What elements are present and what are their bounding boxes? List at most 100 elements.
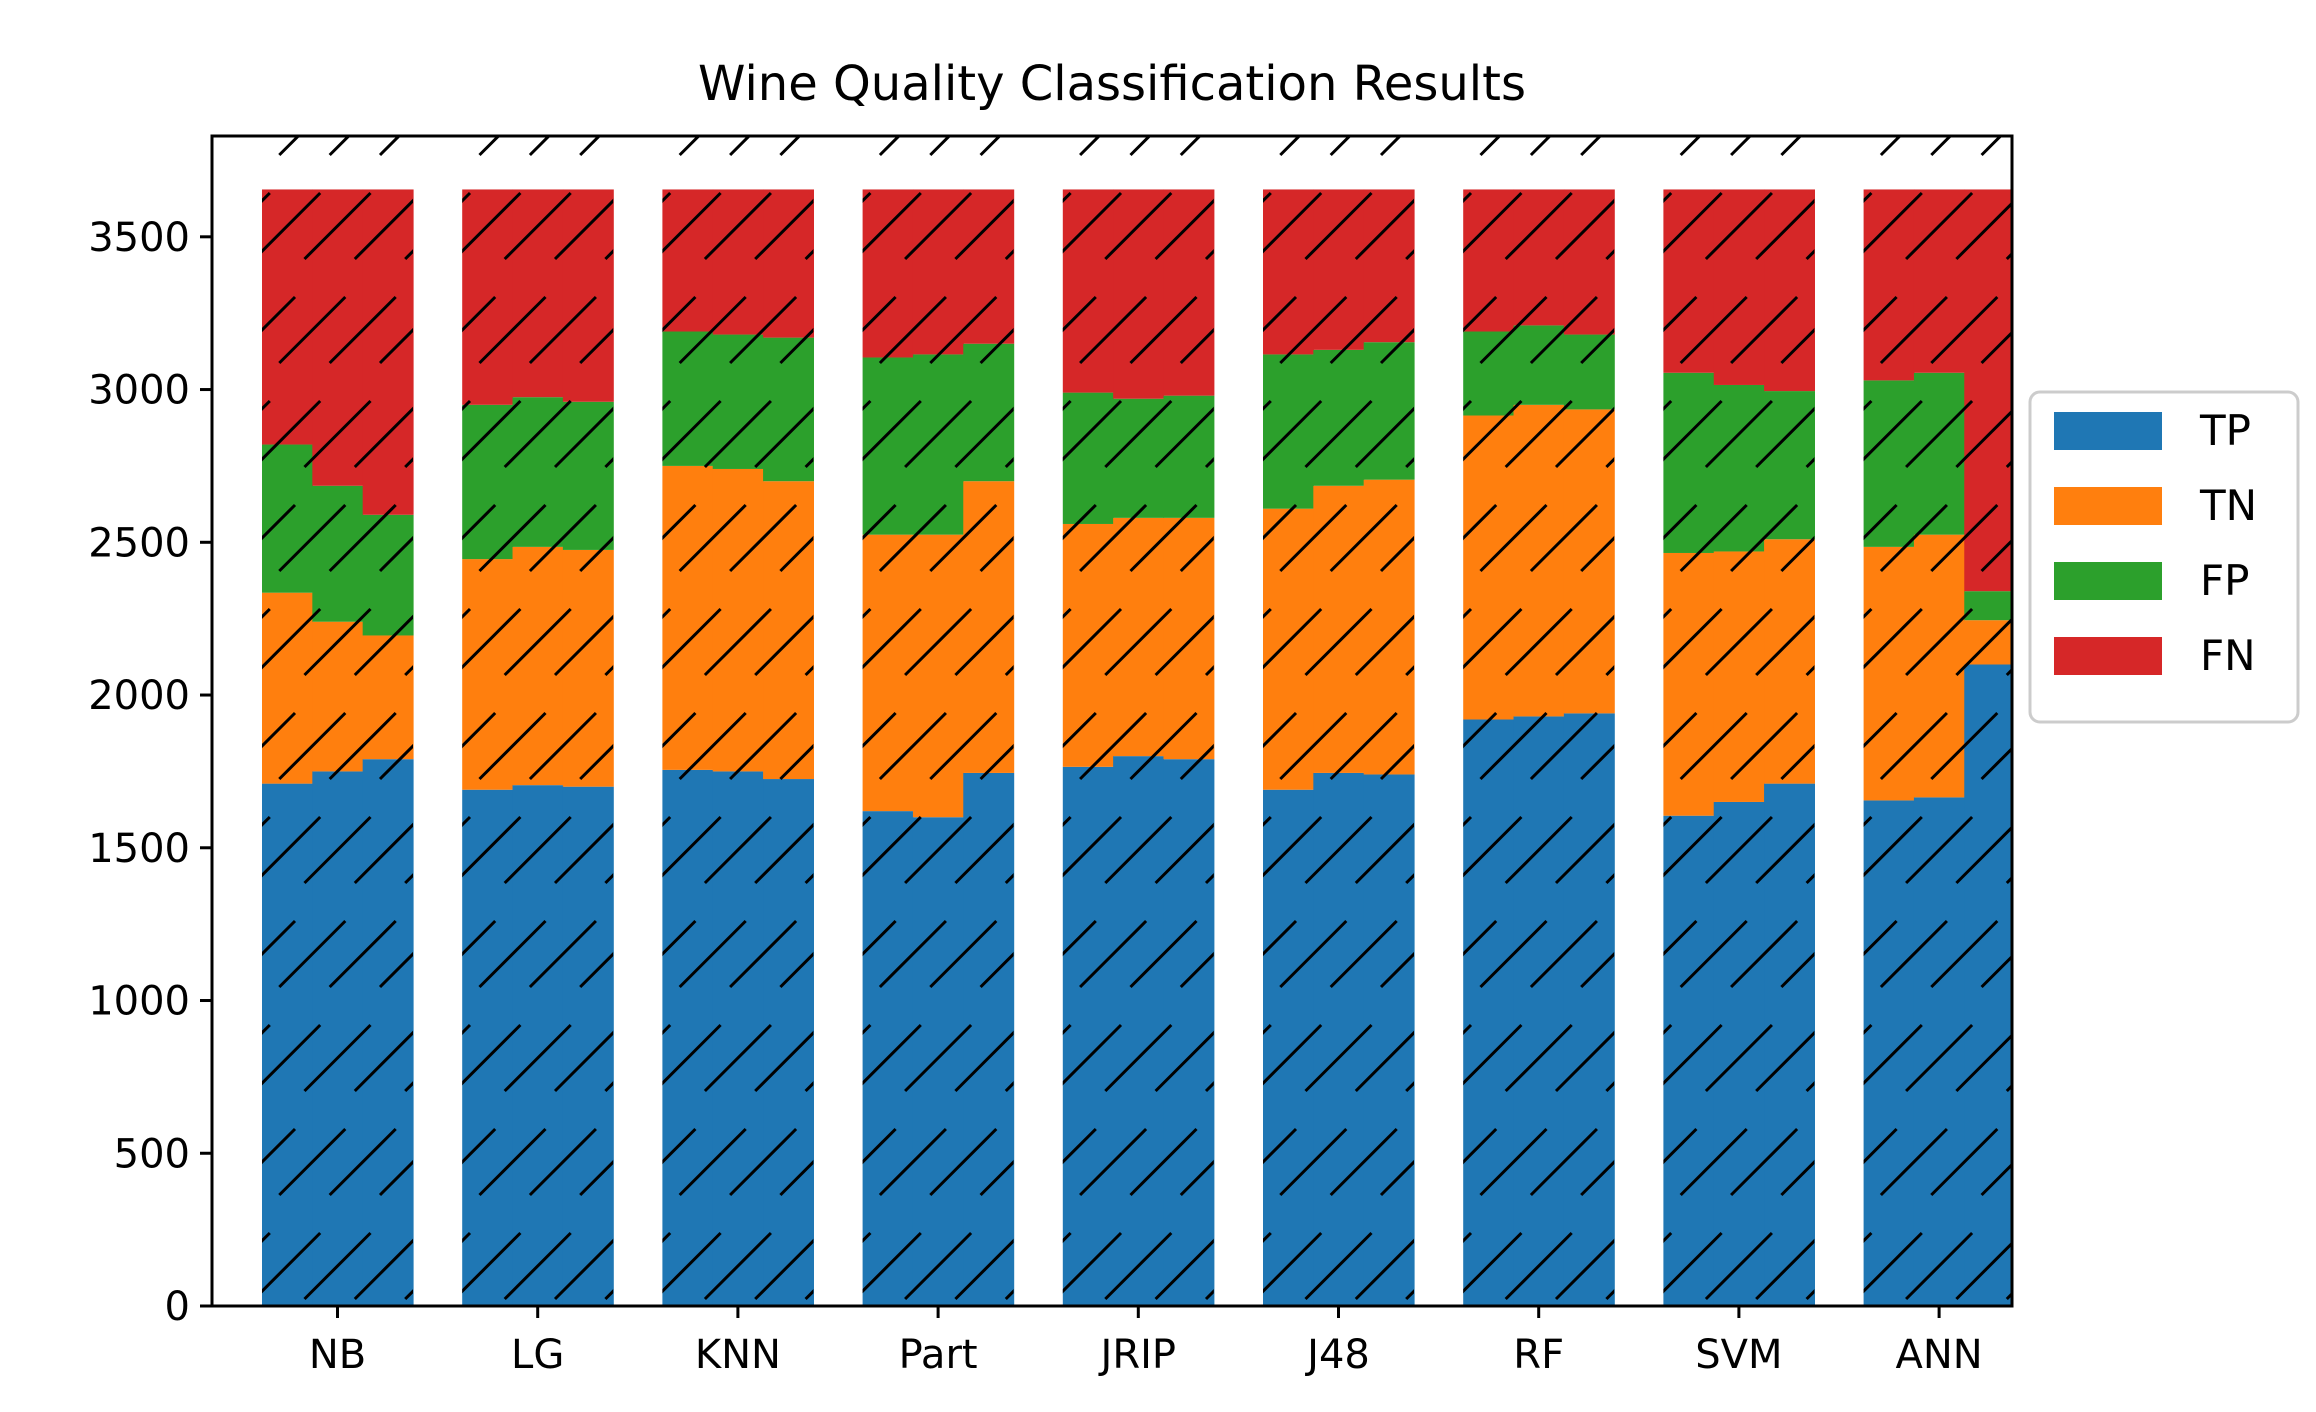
hatch-line (1863, 295, 1898, 333)
hatch-line (1730, 1127, 1799, 1197)
hatch-line (729, 711, 798, 781)
hatch-line (1479, 136, 1502, 157)
hatch-line (703, 815, 772, 885)
hatch-line (1755, 1030, 1815, 1093)
hatch-line (1179, 1159, 1214, 1197)
hatch-line (1079, 711, 1148, 781)
hatch-line (404, 457, 413, 469)
bar-ann-1-fp (1863, 380, 1915, 547)
hatch-line (605, 0, 671, 51)
hatch-line (662, 295, 697, 333)
hatch-line (1479, 503, 1548, 573)
hatch-line (878, 503, 947, 573)
hatch-line (729, 919, 798, 989)
hatch-line (1179, 327, 1214, 365)
hatch-line (1263, 1023, 1323, 1086)
bar-part-1-fn (862, 189, 914, 358)
bar-svm-1-tn (1663, 552, 1715, 816)
hatch-line (1805, 249, 1815, 261)
hatch-line (1704, 815, 1773, 885)
hatch-line (1780, 535, 1815, 573)
hatch-line (1004, 1289, 1014, 1301)
hatch-line (503, 1023, 572, 1093)
hatch-line (1805, 665, 1815, 677)
hatch-line (1062, 399, 1072, 411)
hatch-line (862, 815, 872, 827)
hatch-line (1204, 457, 1214, 469)
hatch-line (1704, 1231, 1773, 1301)
hatch-line (1663, 1127, 1698, 1165)
hatch-line (1663, 295, 1698, 333)
x-tick-label: RF (1513, 1332, 1564, 1378)
hatch-line (1863, 191, 1923, 254)
hatch-line (1504, 191, 1573, 261)
hatch-line (378, 951, 413, 989)
hatch-line (929, 1127, 998, 1197)
hatch-line (1679, 711, 1748, 781)
hatch-line (1004, 873, 1014, 885)
x-tick-label: J48 (1304, 1332, 1370, 1378)
hatch-part (862, 136, 1014, 1301)
hatch-line (1679, 136, 1702, 157)
hatch-line (1479, 711, 1548, 781)
y-tick-label: 2500 (88, 520, 190, 566)
hatch-line (862, 1023, 872, 1035)
hatch-line (1704, 191, 1773, 261)
hatch-line (862, 399, 872, 411)
hatch-line (1405, 1289, 1414, 1301)
hatch-line (954, 1238, 1014, 1301)
hatch-line (462, 399, 472, 411)
hatch-line (1529, 919, 1598, 989)
hatch-line (1263, 607, 1323, 670)
bar-knn-3-tn (763, 481, 814, 780)
hatch-line (1354, 614, 1414, 677)
hatch-line (1354, 406, 1414, 469)
hatch-line (1805, 457, 1815, 469)
hatch-line (1463, 191, 1523, 254)
hatch-line (378, 327, 413, 365)
hatch-line (979, 951, 1014, 989)
hatch-line (1504, 1231, 1573, 1301)
bars-layer (262, 189, 2012, 1306)
bar-svm-1-fn (1663, 189, 1715, 373)
bar-j48-2-tn (1313, 485, 1365, 773)
bar-ann-2-fp (1913, 372, 1965, 535)
hatch-line (462, 815, 472, 827)
hatch-line (1263, 919, 1298, 957)
hatch-line (1930, 1127, 1999, 1197)
y-tick-label: 500 (114, 1131, 190, 1177)
hatch-line (1663, 1023, 1673, 1035)
hatch-line (1405, 1081, 1414, 1093)
hatch-line (1479, 919, 1548, 989)
hatch-line (1304, 815, 1373, 885)
hatch-line (754, 198, 814, 261)
hatch-line (1329, 711, 1398, 781)
hatch-line (754, 406, 814, 469)
hatch-line (662, 1023, 722, 1086)
hatch-line (1062, 295, 1097, 333)
hatch-line (678, 136, 701, 157)
hatch-line (1905, 1231, 1974, 1301)
hatch-line (1263, 711, 1298, 749)
bar-knn-3-fn (763, 189, 814, 338)
bar-rf-3-tp (1563, 713, 1615, 1306)
hatch-line (754, 1030, 814, 1093)
hatch-line (1204, 1081, 1214, 1093)
hatch-line (1104, 815, 1173, 885)
hatch-line (979, 535, 1014, 573)
hatch-line (1879, 1127, 1948, 1197)
bar-part-3-fn (963, 189, 1015, 344)
x-tick-label: NB (309, 1332, 366, 1378)
legend-label-fp: FP (2200, 556, 2250, 605)
hatch-line (579, 951, 614, 989)
bar-lg-1-fp (462, 404, 514, 560)
hatch-line (1154, 198, 1214, 261)
hatch-line (1379, 535, 1414, 573)
hatch-line (1329, 136, 1352, 157)
hatch-line (262, 503, 297, 541)
hatch-line (353, 614, 413, 677)
hatch-line (862, 607, 922, 670)
bar-rf-1-tp (1463, 719, 1515, 1306)
hatch-line (1930, 295, 1999, 365)
hatch-line (1504, 815, 1573, 885)
